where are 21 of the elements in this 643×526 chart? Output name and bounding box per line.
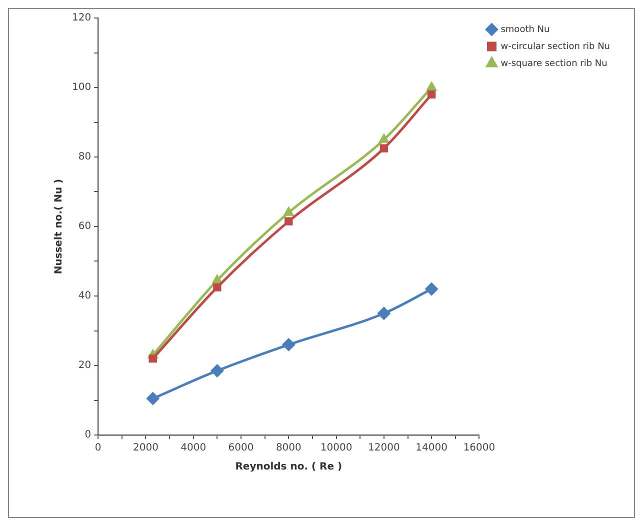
legend-label: w-square section rib Nu — [500, 58, 608, 69]
x-tick-label: 2000 — [133, 442, 158, 454]
y-tick-label: 40 — [78, 290, 92, 302]
y-tick-label: 80 — [78, 152, 92, 163]
x-tick-label: 0 — [94, 442, 102, 454]
y-tick-label: 100 — [72, 82, 92, 94]
x-tick-label: 6000 — [228, 442, 254, 454]
x-tick-label: 8000 — [276, 442, 302, 454]
legend-label: w-circular section rib Nu — [500, 42, 610, 52]
y-tick-label: 120 — [72, 12, 92, 24]
x-tick-label: 16000 — [463, 442, 496, 454]
y-tick-label: 60 — [78, 221, 92, 232]
x-tick-label: 14000 — [416, 442, 448, 454]
x-axis-title: Reynolds no. ( Re ) — [235, 462, 342, 473]
y-tick-label: 20 — [78, 360, 92, 372]
x-tick-label: 4000 — [180, 442, 206, 454]
y-axis-title: Nusselt no.( Nu ) — [54, 178, 65, 274]
x-tick-label: 10000 — [320, 442, 352, 454]
x-tick-label: 12000 — [368, 442, 400, 454]
y-tick-label: 0 — [84, 430, 92, 441]
legend-label: smooth Nu — [500, 24, 550, 35]
